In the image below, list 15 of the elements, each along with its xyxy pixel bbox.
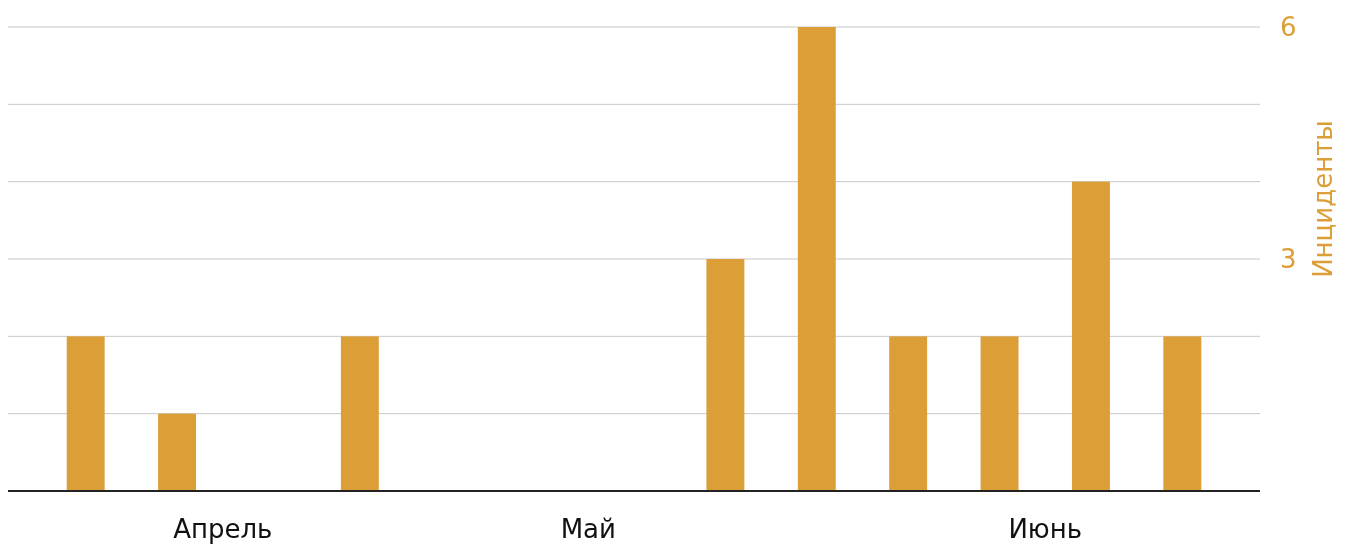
- bar: [889, 336, 928, 491]
- bar: [797, 27, 836, 491]
- x-tick-label: Май: [560, 514, 616, 544]
- bar: [1163, 336, 1202, 491]
- y-tick-label: 6: [1280, 12, 1297, 43]
- bar: [66, 336, 105, 491]
- y-tick-label: 3: [1280, 244, 1297, 275]
- bar: [158, 413, 197, 491]
- x-tick-label: Июнь: [1008, 514, 1083, 544]
- bar: [706, 259, 745, 491]
- bar: [980, 336, 1019, 491]
- bar: [1071, 181, 1110, 491]
- y-axis-title: Инциденты: [1308, 120, 1338, 278]
- x-tick-label: Апрель: [173, 514, 273, 544]
- bar: [340, 336, 379, 491]
